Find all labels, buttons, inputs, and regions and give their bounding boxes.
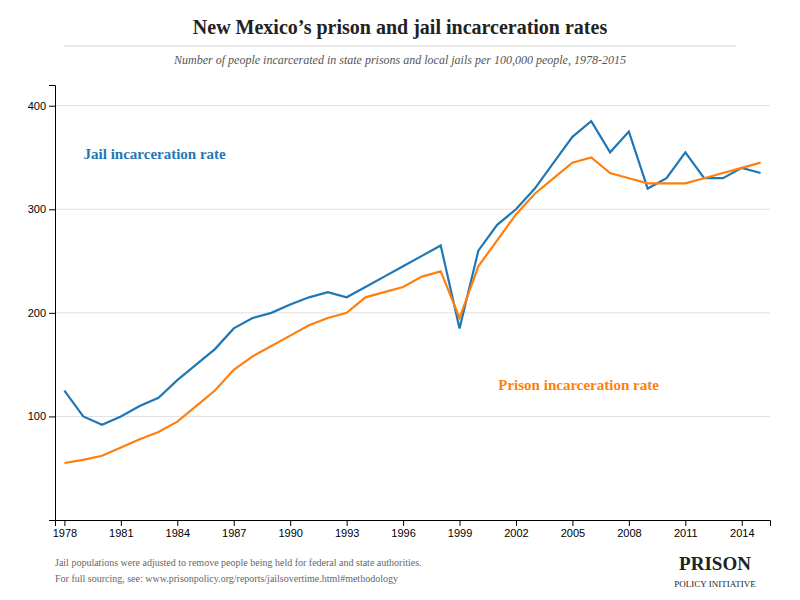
footnote: For full sourcing, see: www.prisonpolicy… [55,573,398,584]
x-tick-mark [177,520,178,526]
x-tick: 1990 [278,520,302,539]
series-line [64,121,760,424]
title-rule [64,46,736,47]
x-tick: 1987 [222,520,246,539]
x-tick-mark [685,520,686,526]
x-tick-label: 1993 [335,527,359,539]
logo-text: PRISON [679,553,751,574]
x-tick-mark [516,520,517,526]
x-tick-mark [572,520,573,526]
grid-line [55,105,770,106]
footnote: Jail populations were adjusted to remove… [55,557,422,568]
y-tick: 300 [28,203,55,215]
x-tick-label: 2002 [504,527,528,539]
y-tick-label: 400 [28,100,46,112]
x-tick: 2014 [730,520,754,539]
x-tick: 1978 [53,520,77,539]
x-tick-label: 1984 [166,527,190,539]
x-tick-label: 2011 [674,527,698,539]
x-tick: 1999 [448,520,472,539]
x-tick-label: 1987 [222,527,246,539]
x-tick-label: 2014 [730,527,754,539]
y-axis-line [49,86,56,521]
x-tick-mark [460,520,461,526]
x-axis: 1978 1981 1984 1987 1990 1993 1996 1999 2002 2005… [53,520,771,539]
chart: New Mexico’s prison and jail incarcerati… [0,0,800,600]
x-tick-label: 1999 [448,527,472,539]
y-tick: 100 [28,410,55,422]
x-tick-mark [403,520,404,526]
subtitle: Number of people incarcerated in state p… [173,53,626,67]
y-tick-mark [49,416,55,417]
y-tick: 200 [28,307,55,319]
x-tick-mark [290,520,291,526]
x-tick-mark [121,520,122,526]
grid-line [55,312,770,313]
x-tick-label: 1978 [53,527,77,539]
series-label: Prison incarceration rate [498,377,659,393]
x-tick: 1993 [335,520,359,539]
x-tick-mark [64,520,65,526]
y-tick-mark [49,209,55,210]
y-tick-label: 200 [28,307,46,319]
x-tick-mark [234,520,235,526]
x-tick: 2002 [504,520,528,539]
series-line [64,158,760,464]
x-axis-line [56,521,771,527]
y-tick-mark [49,313,55,314]
title: New Mexico’s prison and jail incarcerati… [193,16,608,39]
x-tick: 2005 [561,520,585,539]
x-tick: 1996 [391,520,415,539]
x-tick: 1984 [166,520,190,539]
lines [64,121,760,463]
y-tick-label: 300 [28,203,46,215]
y-tick: 400 [28,100,55,112]
x-tick-mark [347,520,348,526]
grid-line [55,209,770,210]
grid-line [55,416,770,417]
x-tick-label: 2005 [561,527,585,539]
y-axis: 100 200 300 400 [28,86,56,521]
x-tick-mark [742,520,743,526]
x-tick: 2008 [617,520,641,539]
x-tick: 2011 [674,520,698,539]
y-tick-label: 100 [28,410,46,422]
logo-text: POLICY INITIATIVE [674,579,756,589]
x-tick-label: 1981 [109,527,133,539]
x-tick-label: 1996 [391,527,415,539]
x-tick-label: 1990 [278,527,302,539]
y-tick-mark [49,106,55,107]
x-tick-label: 2008 [617,527,641,539]
x-tick-mark [629,520,630,526]
x-tick: 1981 [109,520,133,539]
series-label: Jail incarceration rate [84,146,227,162]
